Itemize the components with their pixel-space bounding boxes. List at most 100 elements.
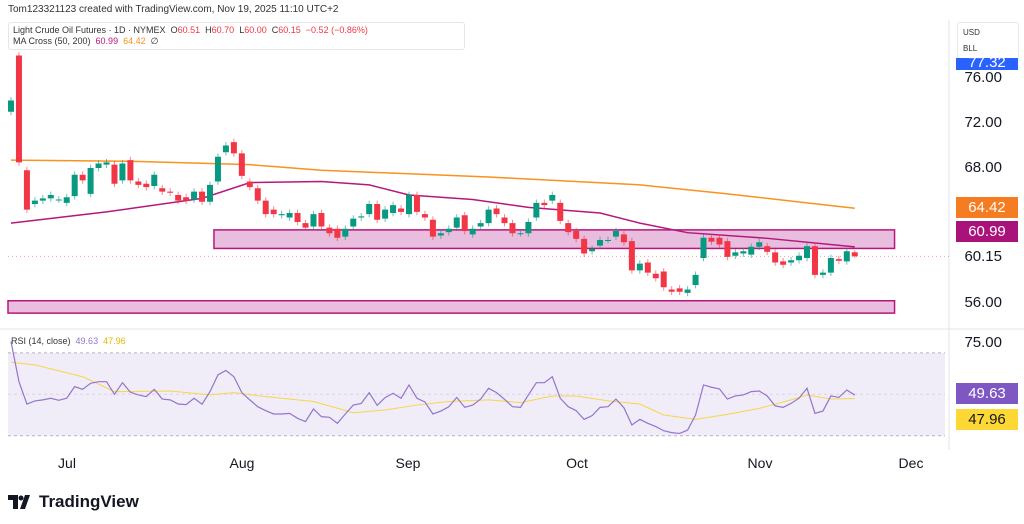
candle-up [636, 263, 643, 271]
symbol-title[interactable]: Light Crude Oil Futures · 1D · NYMEX [13, 25, 166, 35]
x-label-oct: Oct [566, 455, 588, 471]
candle-up [406, 195, 412, 215]
candle-up [55, 199, 62, 201]
symbol-legend: Light Crude Oil Futures · 1D · NYMEX O60… [8, 22, 465, 50]
candle-up [684, 289, 691, 293]
candle-down [644, 262, 651, 273]
ma50-badge: 60.99 [956, 221, 1018, 242]
candle-up [445, 228, 452, 233]
candle-down [230, 142, 237, 154]
candle-down [199, 191, 206, 202]
x-label-aug: Aug [229, 455, 255, 471]
candle-down [724, 241, 731, 257]
ma200-badge: 64.42 [956, 197, 1018, 218]
close-label: C [271, 25, 279, 35]
candle-down [708, 237, 715, 242]
high-value: 60.70 [211, 25, 235, 35]
brand-name: TradingView [39, 492, 139, 511]
candle-down [175, 195, 182, 201]
candle-up [469, 228, 476, 235]
candle-up [827, 258, 834, 273]
price-label-56: 56.00 [964, 294, 1002, 311]
unit-box[interactable]: USD BLL [957, 22, 1019, 60]
ma-row: MA Cross (50, 200) 60.99 64.42 ∅ [13, 36, 158, 47]
candle-up [597, 240, 604, 246]
candle-up [8, 100, 14, 112]
candle-down [628, 241, 635, 271]
candle-up [207, 184, 213, 202]
candle-up [732, 252, 739, 256]
candle-up [485, 209, 492, 224]
candle-up [533, 202, 540, 218]
candle-up [119, 163, 126, 181]
candle-down [501, 217, 508, 224]
candle-down [620, 234, 627, 243]
candle-up [692, 274, 699, 285]
candle-up [843, 251, 850, 262]
candle-down [318, 213, 325, 227]
tradingview-logo[interactable]: TradingView [8, 492, 139, 512]
candle-up [612, 231, 619, 237]
candle-down [127, 160, 134, 181]
candle-down [716, 237, 723, 245]
candle-down [557, 202, 564, 221]
rsi-title[interactable]: RSI (14, close) [11, 336, 71, 346]
high-label: H [205, 25, 212, 35]
candle-down [334, 228, 341, 238]
candle-down [573, 231, 580, 239]
candle-down [676, 288, 683, 292]
hidden-values-icon[interactable]: ∅ [150, 36, 159, 46]
candle-up [71, 174, 78, 197]
rsi-legend: RSI (14, close) 49.63 47.96 [11, 336, 126, 346]
candle-up [589, 249, 596, 252]
candle-down [413, 195, 420, 212]
candle-down [326, 227, 333, 234]
candle-down [159, 188, 166, 192]
candle-up [286, 213, 293, 218]
price-label-76: 76.00 [964, 69, 1002, 86]
open-label: O [170, 25, 178, 35]
candle-up [796, 255, 803, 261]
candle-up [39, 198, 46, 201]
ma-title[interactable]: MA Cross (50, 200) [13, 36, 91, 46]
candle-down [652, 273, 659, 279]
candle-down [79, 174, 86, 181]
candle-down [262, 200, 269, 215]
candle-up [382, 209, 389, 219]
candle-up [517, 233, 524, 235]
candle-down [461, 215, 468, 231]
candle-down [772, 252, 779, 263]
open-value: 60.51 [177, 25, 201, 35]
candle-down [764, 246, 771, 252]
candle-up [63, 197, 70, 203]
candle-down [811, 246, 818, 275]
rsi-ma-line [10, 361, 855, 420]
candle-up [214, 156, 221, 182]
ma200-value: 64.42 [123, 36, 146, 46]
candle-down [421, 214, 428, 218]
candle-up [819, 272, 826, 275]
candle-down [238, 153, 245, 176]
rsi-legend-ma: 47.96 [103, 336, 126, 346]
candle-up [95, 163, 102, 168]
change-value: −0.52 (−0.86%) [305, 25, 368, 35]
candle-up [477, 223, 484, 227]
high-price-badge: 77.32 [956, 58, 1018, 70]
rsi-line [10, 341, 856, 435]
candle-up [525, 222, 532, 234]
x-label-nov: Nov [747, 455, 773, 471]
price-label-68: 68.00 [964, 159, 1002, 176]
ma50-value: 60.99 [95, 36, 119, 46]
candle-down [302, 223, 309, 228]
candle-down [660, 271, 667, 288]
candle-up [103, 162, 110, 165]
candle-up [31, 200, 38, 204]
price-label-72: 72.00 [964, 114, 1002, 131]
candle-up [278, 214, 285, 216]
support-resistance-zone [213, 229, 896, 250]
ohlc-row: Light Crude Oil Futures · 1D · NYMEX O60… [13, 25, 368, 35]
x-label-dec: Dec [898, 455, 924, 471]
rsi-label-75: 75.00 [964, 334, 1002, 351]
candle-up [151, 174, 158, 186]
